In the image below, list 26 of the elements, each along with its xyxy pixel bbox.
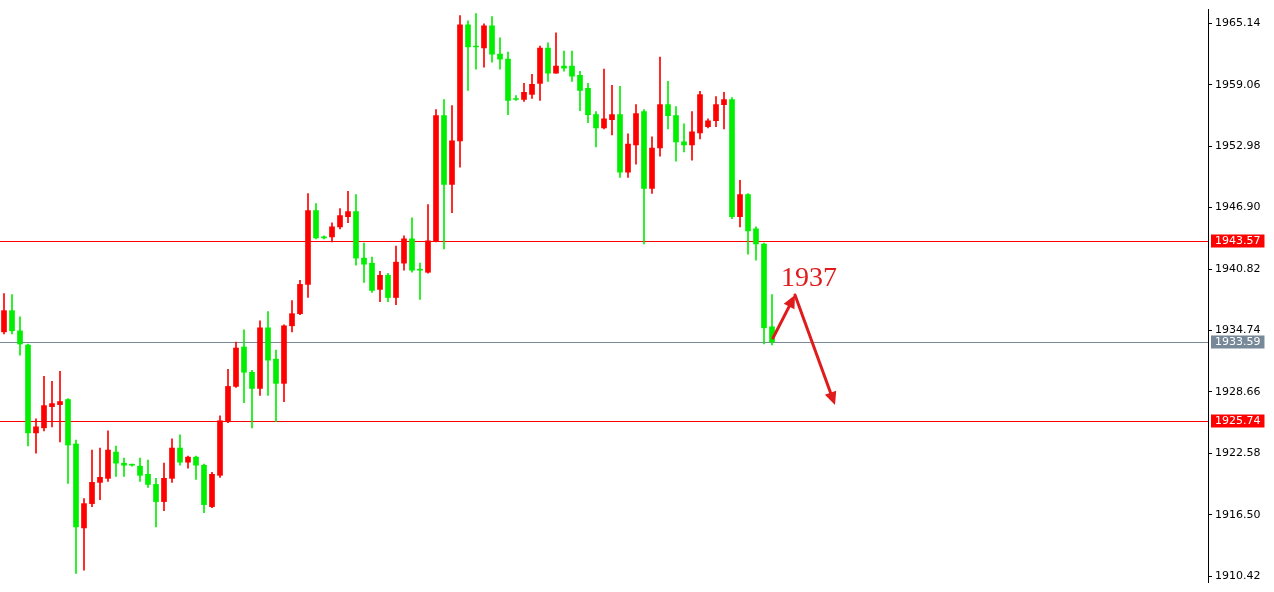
- y-tick-label: 1959.06: [1215, 77, 1261, 91]
- y-tick-label: 1934.74: [1215, 323, 1261, 337]
- y-tick-label: 1928.66: [1215, 384, 1261, 398]
- annotation: 1937: [781, 260, 837, 292]
- ref-line-label: 1943.57: [1215, 234, 1261, 248]
- candlestick: [601, 68, 607, 130]
- ref-line-label: 1925.74: [1215, 414, 1261, 428]
- candlestick: [721, 92, 727, 130]
- candlestick: [345, 191, 351, 224]
- candlestick: [361, 242, 367, 283]
- candlestick: [417, 262, 423, 300]
- candlestick: [97, 447, 103, 500]
- candlestick: [609, 85, 615, 136]
- y-tick-label: 1910.42: [1215, 569, 1261, 582]
- y-tick-label: 1965.14: [1215, 16, 1261, 30]
- y-tick-label: 1916.50: [1215, 507, 1261, 521]
- candlestick: [497, 37, 503, 70]
- y-tick-label: 1922.58: [1215, 446, 1261, 460]
- ref-line-label: 1933.59: [1215, 335, 1261, 349]
- candlestick: [121, 457, 127, 477]
- candlestick: [665, 81, 671, 130]
- candlestick: [553, 32, 559, 74]
- y-tick-label: 1952.98: [1215, 139, 1261, 153]
- y-tick-label: 1940.82: [1215, 261, 1261, 275]
- y-tick-label: 1946.90: [1215, 200, 1261, 214]
- candlestick: [561, 50, 567, 72]
